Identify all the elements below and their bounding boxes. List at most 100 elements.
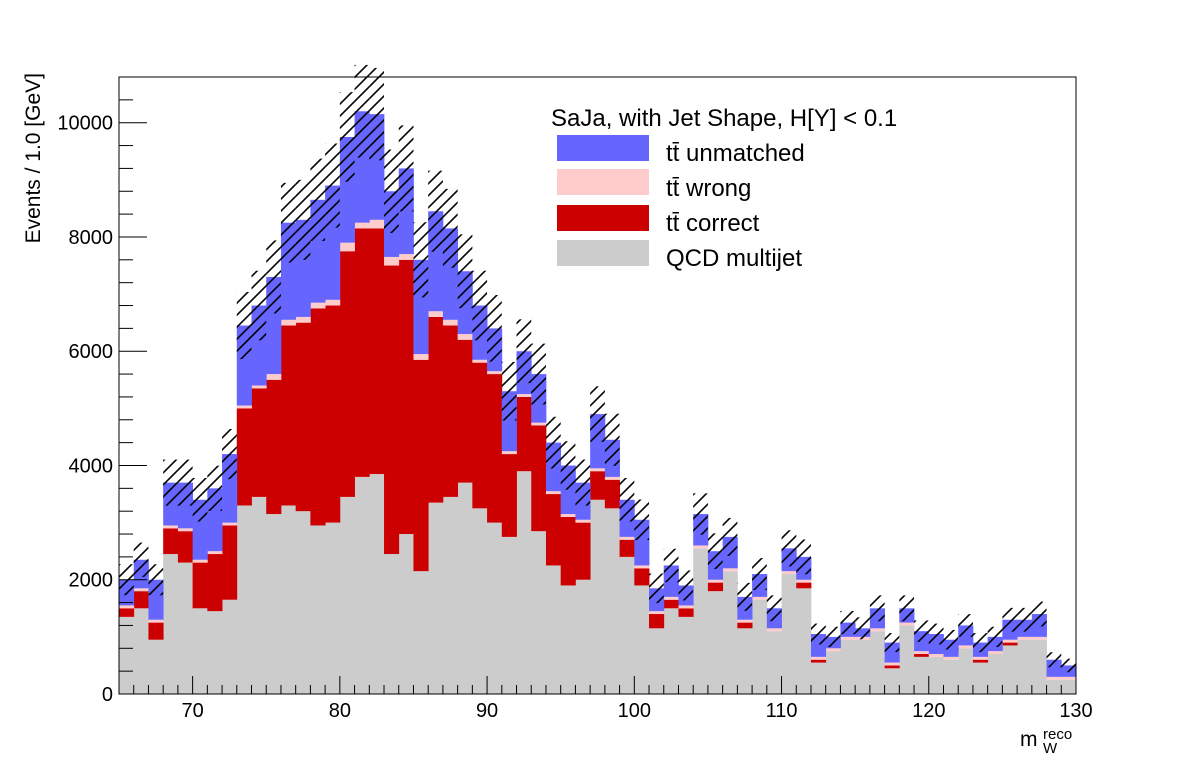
bar-2-60 <box>1002 639 1018 643</box>
bar-1-46 <box>796 582 812 589</box>
bar-0-49 <box>840 639 856 694</box>
bar-2-30 <box>560 514 576 517</box>
uncert-band-22 <box>442 188 458 268</box>
bar-0-51 <box>869 631 885 694</box>
uncert-band-38 <box>678 570 694 601</box>
bar-2-11 <box>280 319 297 326</box>
bar-0-16 <box>354 476 370 694</box>
uncert-band-52 <box>884 633 900 653</box>
bar-2-58 <box>972 656 989 660</box>
bar-0-1 <box>133 608 149 694</box>
uncert-band-58 <box>972 633 988 653</box>
y-tick-label-10000: 10000 <box>57 113 113 135</box>
bar-2-17 <box>369 219 385 229</box>
bar-2-42 <box>737 619 753 623</box>
bar-0-22 <box>442 496 459 694</box>
bar-1-19 <box>398 259 414 535</box>
bar-0-7 <box>222 599 238 694</box>
bar-1-18 <box>384 265 400 555</box>
uncert-band-12 <box>295 179 311 260</box>
uncert-band-4 <box>177 459 193 506</box>
uncert-band-37 <box>663 548 679 583</box>
bar-0-4 <box>177 562 194 694</box>
bar-0-40 <box>707 591 724 694</box>
bar-0-39 <box>693 548 709 694</box>
uncert-band-5 <box>192 477 208 522</box>
x-tick-label-100: 100 <box>618 700 651 722</box>
bar-1-31 <box>575 522 591 580</box>
bar-1-58 <box>972 659 989 663</box>
uncert-band-53 <box>899 595 915 622</box>
bar-1-37 <box>663 599 679 609</box>
legend-label-correct: tt̄ correct <box>666 210 760 237</box>
bar-0-50 <box>855 639 871 694</box>
bar-2-27 <box>516 394 532 397</box>
uncert-band-62 <box>1031 601 1047 627</box>
bar-1-35 <box>634 568 650 586</box>
uncert-band-1 <box>133 542 149 577</box>
bar-0-30 <box>560 585 576 694</box>
bar-2-55 <box>928 654 944 657</box>
legend-title: SaJa, with Jet Shape, H[Y] < 0.1 <box>551 105 897 132</box>
bar-0-43 <box>752 599 768 694</box>
bar-0-61 <box>1017 639 1033 694</box>
uncert-band-64 <box>1061 658 1076 673</box>
uncert-band-54 <box>914 620 929 642</box>
bar-0-52 <box>884 668 900 694</box>
bar-1-11 <box>280 325 297 506</box>
bar-2-4 <box>177 528 194 532</box>
bar-0-6 <box>207 611 223 694</box>
x-tick-label-130: 130 <box>1059 700 1092 722</box>
y-tick-label-6000: 6000 <box>69 341 114 363</box>
bar-0-56 <box>943 659 959 694</box>
uncert-band-60 <box>1002 607 1018 632</box>
bar-1-4 <box>177 531 194 563</box>
uncert-band-13 <box>310 158 326 242</box>
uncert-band-55 <box>928 623 944 645</box>
bar-2-15 <box>339 242 355 252</box>
bar-0-0 <box>119 616 135 695</box>
bar-1-6 <box>207 554 223 612</box>
bar-0-36 <box>649 628 665 694</box>
y-tick-label-0: 0 <box>102 684 113 706</box>
bar-2-36 <box>649 611 665 615</box>
bar-1-34 <box>619 539 635 557</box>
x-tick-label-110: 110 <box>766 700 798 722</box>
uncert-band-29 <box>545 416 561 469</box>
bar-1-12 <box>295 322 311 512</box>
bar-2-62 <box>1031 636 1047 640</box>
uncert-band-57 <box>958 614 973 637</box>
bar-2-38 <box>678 605 694 609</box>
bar-1-15 <box>339 251 355 497</box>
bar-0-32 <box>590 499 606 694</box>
y-tick-label-2000: 2000 <box>69 570 114 592</box>
bar-2-7 <box>222 522 238 526</box>
uncert-band-35 <box>634 499 650 541</box>
plot-frame <box>118 76 1077 695</box>
bar-2-25 <box>487 371 503 375</box>
bar-2-43 <box>752 596 768 600</box>
bar-0-38 <box>678 616 694 695</box>
bar-0-45 <box>781 574 797 694</box>
uncert-band-17 <box>369 67 385 161</box>
bar-0-19 <box>398 534 414 694</box>
uncert-band-32 <box>590 386 605 442</box>
bar-0-46 <box>796 588 812 694</box>
bar-0-13 <box>310 525 326 694</box>
uncert-band-23 <box>457 234 473 309</box>
bar-2-39 <box>693 545 709 549</box>
uncert-band-44 <box>766 595 782 622</box>
bar-1-10 <box>266 379 282 515</box>
x-tick-label-70: 70 <box>181 700 203 722</box>
bar-2-13 <box>310 302 326 309</box>
bar-2-28 <box>531 422 547 426</box>
uncert-band-42 <box>737 582 753 611</box>
bar-2-6 <box>207 551 223 555</box>
bar-2-12 <box>295 316 311 323</box>
bar-1-54 <box>914 654 930 657</box>
uncert-band-21 <box>428 170 443 252</box>
bar-0-21 <box>428 502 444 694</box>
bar-2-1 <box>133 588 149 592</box>
bar-2-18 <box>384 256 400 266</box>
